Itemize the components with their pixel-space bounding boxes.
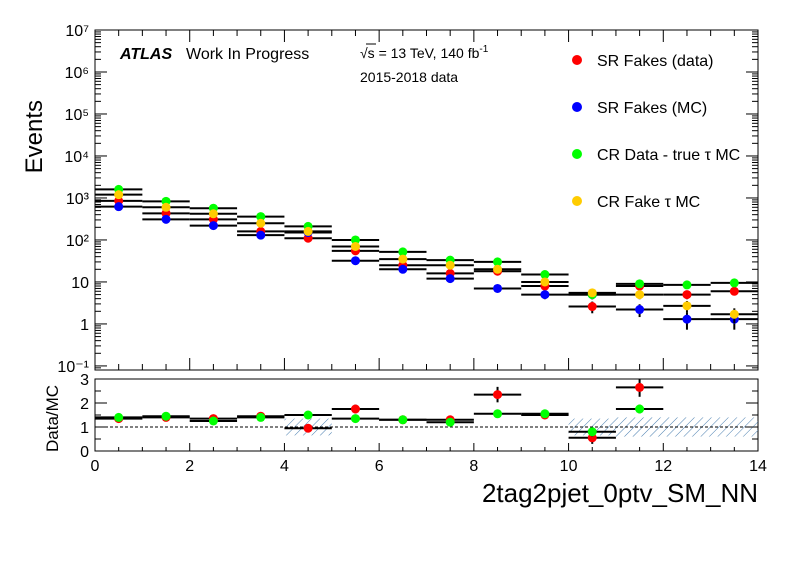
data-point [398,264,408,274]
legend-marker [572,196,582,206]
main-y-tick-label: 10⁴ [64,149,89,166]
x-tick-label: 14 [749,458,767,475]
data-point [587,288,597,298]
data-point [587,302,597,312]
data-point [540,290,550,300]
status-label: Work In Progress [186,46,309,63]
legend-marker [572,102,582,112]
data-point [540,270,550,280]
main-y-axis-title: Events [21,100,48,173]
legend-label: CR Fake τ MC [597,194,700,211]
data-point [540,277,550,287]
data-point [729,309,739,319]
data-point [493,264,503,274]
data-point [398,254,408,264]
ratio-point [493,390,503,400]
x-tick-label: 12 [654,458,672,475]
main-y-tick-label: 10² [66,233,90,250]
ratio-y-tick-label: 0 [80,444,89,461]
data-point [350,235,360,245]
ratio-y-axis-title: Data/MC [43,385,62,452]
data-point [256,230,266,240]
years-label: 2015-2018 data [360,69,458,85]
main-y-tick-label: 10⁶ [65,65,89,82]
ratio-data-points [95,379,664,444]
x-tick-label: 8 [469,458,478,475]
legend-marker [572,149,582,159]
ratio-plot-frame [94,378,759,452]
ratio-point [635,404,645,414]
data-point [635,305,645,315]
data-point [208,209,218,219]
ratio-point [350,414,360,424]
data-point [729,286,739,296]
x-tick-label: 4 [280,458,289,475]
data-point [682,301,692,311]
series-sr-fakes-mc [95,202,758,330]
data-point [114,190,124,200]
data-point [208,221,218,231]
x-tick-label: 10 [560,458,578,475]
data-point [161,202,171,212]
legend-marker [572,55,582,65]
ratio-point [208,416,218,426]
x-axis: 0 2 4 6 8 10 12 14 [91,30,767,475]
data-point [350,256,360,266]
data-point [256,212,266,222]
data-point [398,247,408,257]
ratio-point [398,415,408,425]
data-point [682,314,692,324]
main-y-tick-label: 10⁻¹ [57,359,89,376]
data-point [493,257,503,267]
ratio-point [256,412,266,422]
main-y-axis: 10⁻¹ 1 10 10² 10³ 10⁴ 10⁵ 10⁶ 10⁷ [57,23,758,376]
ratio-point [303,410,313,420]
x-tick-label: 0 [91,458,100,475]
data-point [350,241,360,251]
ratio-point [350,404,360,414]
atlas-label: ATLAS [119,46,172,63]
legend: SR Fakes (data) SR Fakes (MC) CR Data - tr… [572,53,740,211]
data-point [303,226,313,236]
data-point [161,214,171,224]
data-point [114,202,124,212]
legend-label: SR Fakes (MC) [597,100,707,117]
data-point [445,274,455,284]
ratio-point [303,423,313,433]
main-data-points [95,184,758,330]
ratio-y-tick-label: 1 [80,420,89,437]
x-tick-label: 2 [185,458,194,475]
data-point [635,290,645,300]
data-point [682,290,692,300]
ratio-point [114,412,124,422]
main-y-tick-label: 1 [80,317,89,334]
x-axis-title: 2tag2pjet_0ptv_SM_NN [482,478,758,508]
main-y-tick-label: 10 [71,275,89,292]
series-cr-fake-mc [95,190,758,324]
x-tick-label: 6 [375,458,384,475]
ratio-point [635,382,645,392]
data-point [445,260,455,270]
ratio-series-cr-data-true-mc [95,404,664,437]
ratio-point [493,409,503,419]
legend-label: SR Fakes (data) [597,53,713,70]
main-y-tick-label: 10³ [66,191,90,208]
ratio-point [540,409,550,419]
main-y-tick-label: 10⁵ [65,107,89,124]
data-point [635,279,645,289]
legend-label: CR Data - true τ MC [597,147,740,164]
data-point [493,283,503,293]
data-point [729,278,739,288]
energy-label: √s = 13 TeV, 140 fb-1 [360,44,489,61]
ratio-point [161,411,171,421]
ratio-point [587,427,597,437]
ratio-y-tick-label: 2 [80,396,89,413]
ratio-point [445,417,455,427]
data-point [256,218,266,228]
ratio-y-tick-label: 3 [80,372,89,389]
data-point [682,280,692,290]
main-y-tick-label: 10⁷ [65,23,89,40]
